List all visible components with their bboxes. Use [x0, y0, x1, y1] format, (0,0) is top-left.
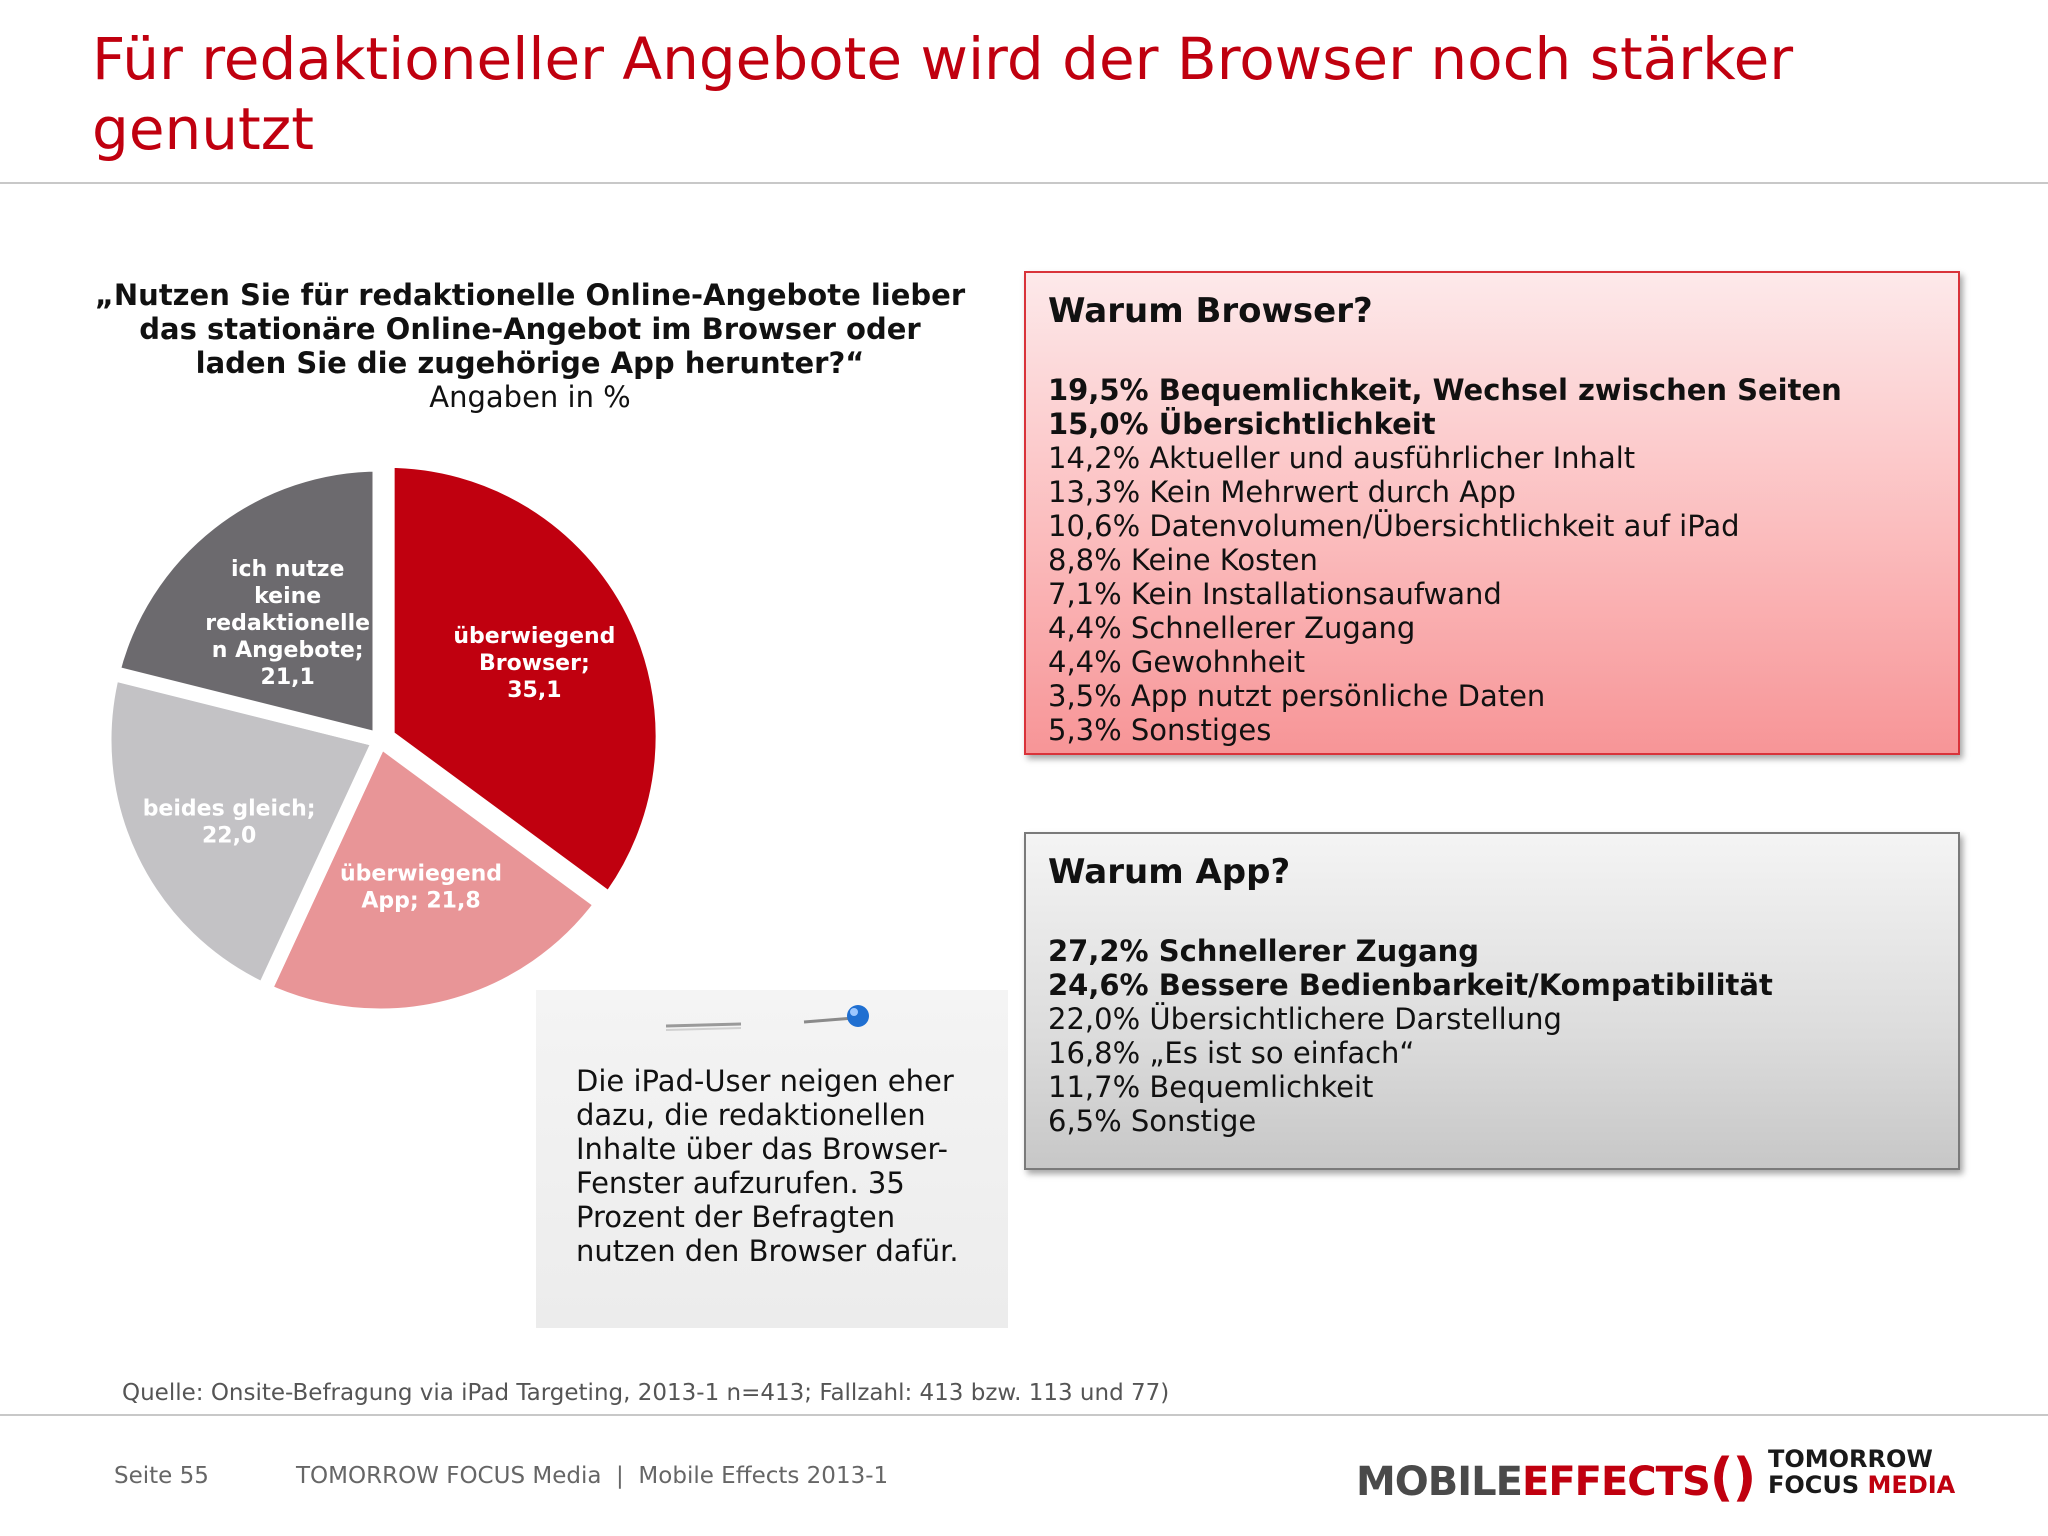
- mobile-effects-logo: MOBILEEFFECTS(): [1356, 1448, 1757, 1508]
- app-reason-item: 6,5% Sonstige: [1048, 1104, 1257, 1138]
- app-reason-item: 11,7% Bequemlichkeit: [1048, 1070, 1374, 1104]
- why-app-heading: Warum App?: [1048, 852, 1291, 892]
- logo-mobile-text: MOBILE: [1356, 1459, 1523, 1505]
- browser-reason-item: 4,4% Gewohnheit: [1048, 645, 1306, 679]
- title-divider: [0, 182, 2048, 184]
- note-text: Die iPad-User neigen eher dazu, die reda…: [576, 1064, 959, 1268]
- browser-reason-item: 19,5% Bequemlichkeit, Wechsel zwischen S…: [1048, 373, 1842, 407]
- footer-company: TOMORROW FOCUS Media | Mobile Effects 20…: [296, 1463, 889, 1489]
- browser-reason-item: 13,3% Kein Mehrwert durch App: [1048, 475, 1516, 509]
- why-app-list: 27,2% Schnellerer Zugang 24,6% Bessere Be…: [1048, 934, 1936, 1138]
- unit-label: Angaben in %: [429, 380, 631, 414]
- pie-slice: [96, 663, 391, 1001]
- logo-tomorrow-text: TOMORROW: [1768, 1445, 1933, 1473]
- app-reason-item: 27,2% Schnellerer Zugang: [1048, 934, 1480, 968]
- browser-reason-item: 4,4% Schnellerer Zugang: [1048, 611, 1416, 645]
- app-reason-item: 24,6% Bessere Bedienbarkeit/Kompatibilit…: [1048, 968, 1773, 1002]
- tomorrow-focus-logo: TOMORROW FOCUS MEDIA: [1768, 1446, 1955, 1498]
- browser-reason-item: 15,0% Übersichtlichkeit: [1048, 407, 1436, 441]
- logo-media-text: MEDIA: [1867, 1471, 1956, 1499]
- why-browser-list: 19,5% Bequemlichkeit, Wechsel zwischen S…: [1048, 373, 1936, 747]
- pie-slice-label: überwiegend Browser; 35,1: [453, 624, 615, 703]
- browser-reason-item: 8,8% Keine Kosten: [1048, 543, 1318, 577]
- browser-reason-item: 10,6% Datenvolumen/Übersichtlichkeit auf…: [1048, 509, 1740, 543]
- browser-reason-item: 3,5% App nutzt persönliche Daten: [1048, 679, 1546, 713]
- page-title: Für redaktioneller Angebote wird der Bro…: [92, 25, 1794, 163]
- pie-slice-label: beides gleich; 22,0: [143, 797, 316, 849]
- pie-chart: überwiegend Browser; 35,1 überwiegend App; 2…: [96, 452, 671, 1024]
- note-card: Die iPad-User neigen eher dazu, die reda…: [536, 990, 1008, 1328]
- logo-bracket-icon: (): [1709, 1448, 1757, 1508]
- survey-question: „Nutzen Sie für redaktionelle Online-Ang…: [94, 278, 966, 380]
- browser-reason-item: 14,2% Aktueller und ausführlicher Inhalt: [1048, 441, 1636, 475]
- logo-effects-text: EFFECTS: [1522, 1459, 1711, 1505]
- browser-reason-item: 7,1% Kein Installationsaufwand: [1048, 577, 1502, 611]
- why-browser-heading: Warum Browser?: [1048, 291, 1373, 331]
- app-reason-item: 16,8% „Es ist so einfach“: [1048, 1036, 1415, 1070]
- pie-slice: [103, 456, 388, 750]
- pin-icon: [665, 1005, 869, 1031]
- why-app-box: Warum App? 27,2% Schnellerer Zugang 24,6%…: [1024, 832, 1960, 1170]
- source-note: Quelle: Onsite-Befragung via iPad Target…: [122, 1380, 1170, 1406]
- page-number: Seite 55: [114, 1463, 209, 1489]
- browser-reason-item: 5,3% Sonstiges: [1048, 713, 1272, 747]
- footer-divider: [0, 1414, 2048, 1416]
- pie-slice-label: ich nutze keine redaktionelle n Angebote; 21…: [205, 557, 370, 690]
- pie-slice: [379, 452, 671, 911]
- why-browser-box: Warum Browser? 19,5% Bequemlichkeit, Wec…: [1024, 271, 1960, 755]
- pie-slice-label: überwiegend App; 21,8: [340, 861, 502, 913]
- app-reason-item: 22,0% Übersichtlichere Darstellung: [1048, 1002, 1562, 1036]
- logo-focus-text: FOCUS: [1768, 1471, 1860, 1499]
